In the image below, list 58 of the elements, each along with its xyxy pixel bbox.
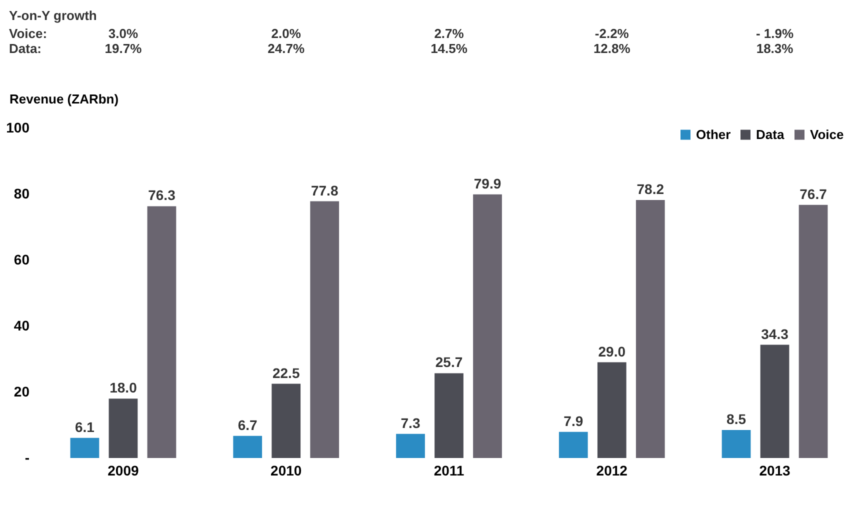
legend-label: Voice [810,126,844,142]
data-label: 34.3 [761,326,789,342]
y-tick-label: 100 [6,120,30,136]
text: Voice: [9,26,48,41]
bar [636,200,665,458]
text: 14.5% [430,41,468,56]
x-tick-label: 2009 [108,462,140,478]
text: 2.7% [434,26,464,41]
bar [310,201,340,458]
bar [233,436,262,458]
bar [108,398,138,458]
text: 2.0% [271,26,302,41]
data-label: 6.7 [238,416,258,433]
x-tick-label: 2013 [759,462,791,478]
text: 24.7% [268,41,305,56]
data-label: 76.3 [148,187,176,204]
data-label: 79.9 [474,175,502,192]
y-axis-title: Revenue (ZARbn) [10,92,119,106]
data-label: 25.7 [435,354,463,370]
data-label: 18.0 [110,380,138,396]
data-label: 29.0 [598,343,626,360]
data-label: 8.5 [726,410,746,427]
data-label: 7.9 [564,412,584,429]
data-label: 7.3 [400,414,420,431]
text: 19.7% [104,41,142,56]
y-tick-label: 20 [14,384,30,400]
bar [722,430,751,458]
data-label: 22.5 [272,364,300,381]
y-tick-label: 80 [14,186,30,202]
bar [558,432,588,458]
bar [272,384,301,458]
bar [434,373,464,458]
x-tick-label: 2012 [596,462,628,478]
x-tick-label: 2011 [434,462,464,478]
bar [396,434,425,458]
text: Data: [9,41,42,56]
data-label: 77.8 [310,182,338,198]
x-tick-label: 2010 [270,462,302,478]
text: - 1.9% [756,26,794,41]
bar [70,438,100,458]
bar [147,206,176,458]
text: 18.3% [756,41,794,56]
data-label: 78.2 [636,180,664,197]
y-tick-label: - [24,450,30,466]
data-label: 76.7 [800,186,828,202]
y-tick-label: 40 [14,318,30,334]
text: 3.0% [108,26,138,41]
y-tick-label: 60 [14,252,30,268]
bar [473,194,502,458]
legend-label: Data [756,126,785,142]
bar [798,204,828,458]
legend-label: Other [696,126,731,142]
text: Y-on-Y growth [9,8,97,23]
text: 12.8% [593,41,631,56]
bar [597,362,626,458]
data-label: 6.1 [74,418,95,435]
text: -2.2% [594,26,630,41]
bar [760,344,790,458]
